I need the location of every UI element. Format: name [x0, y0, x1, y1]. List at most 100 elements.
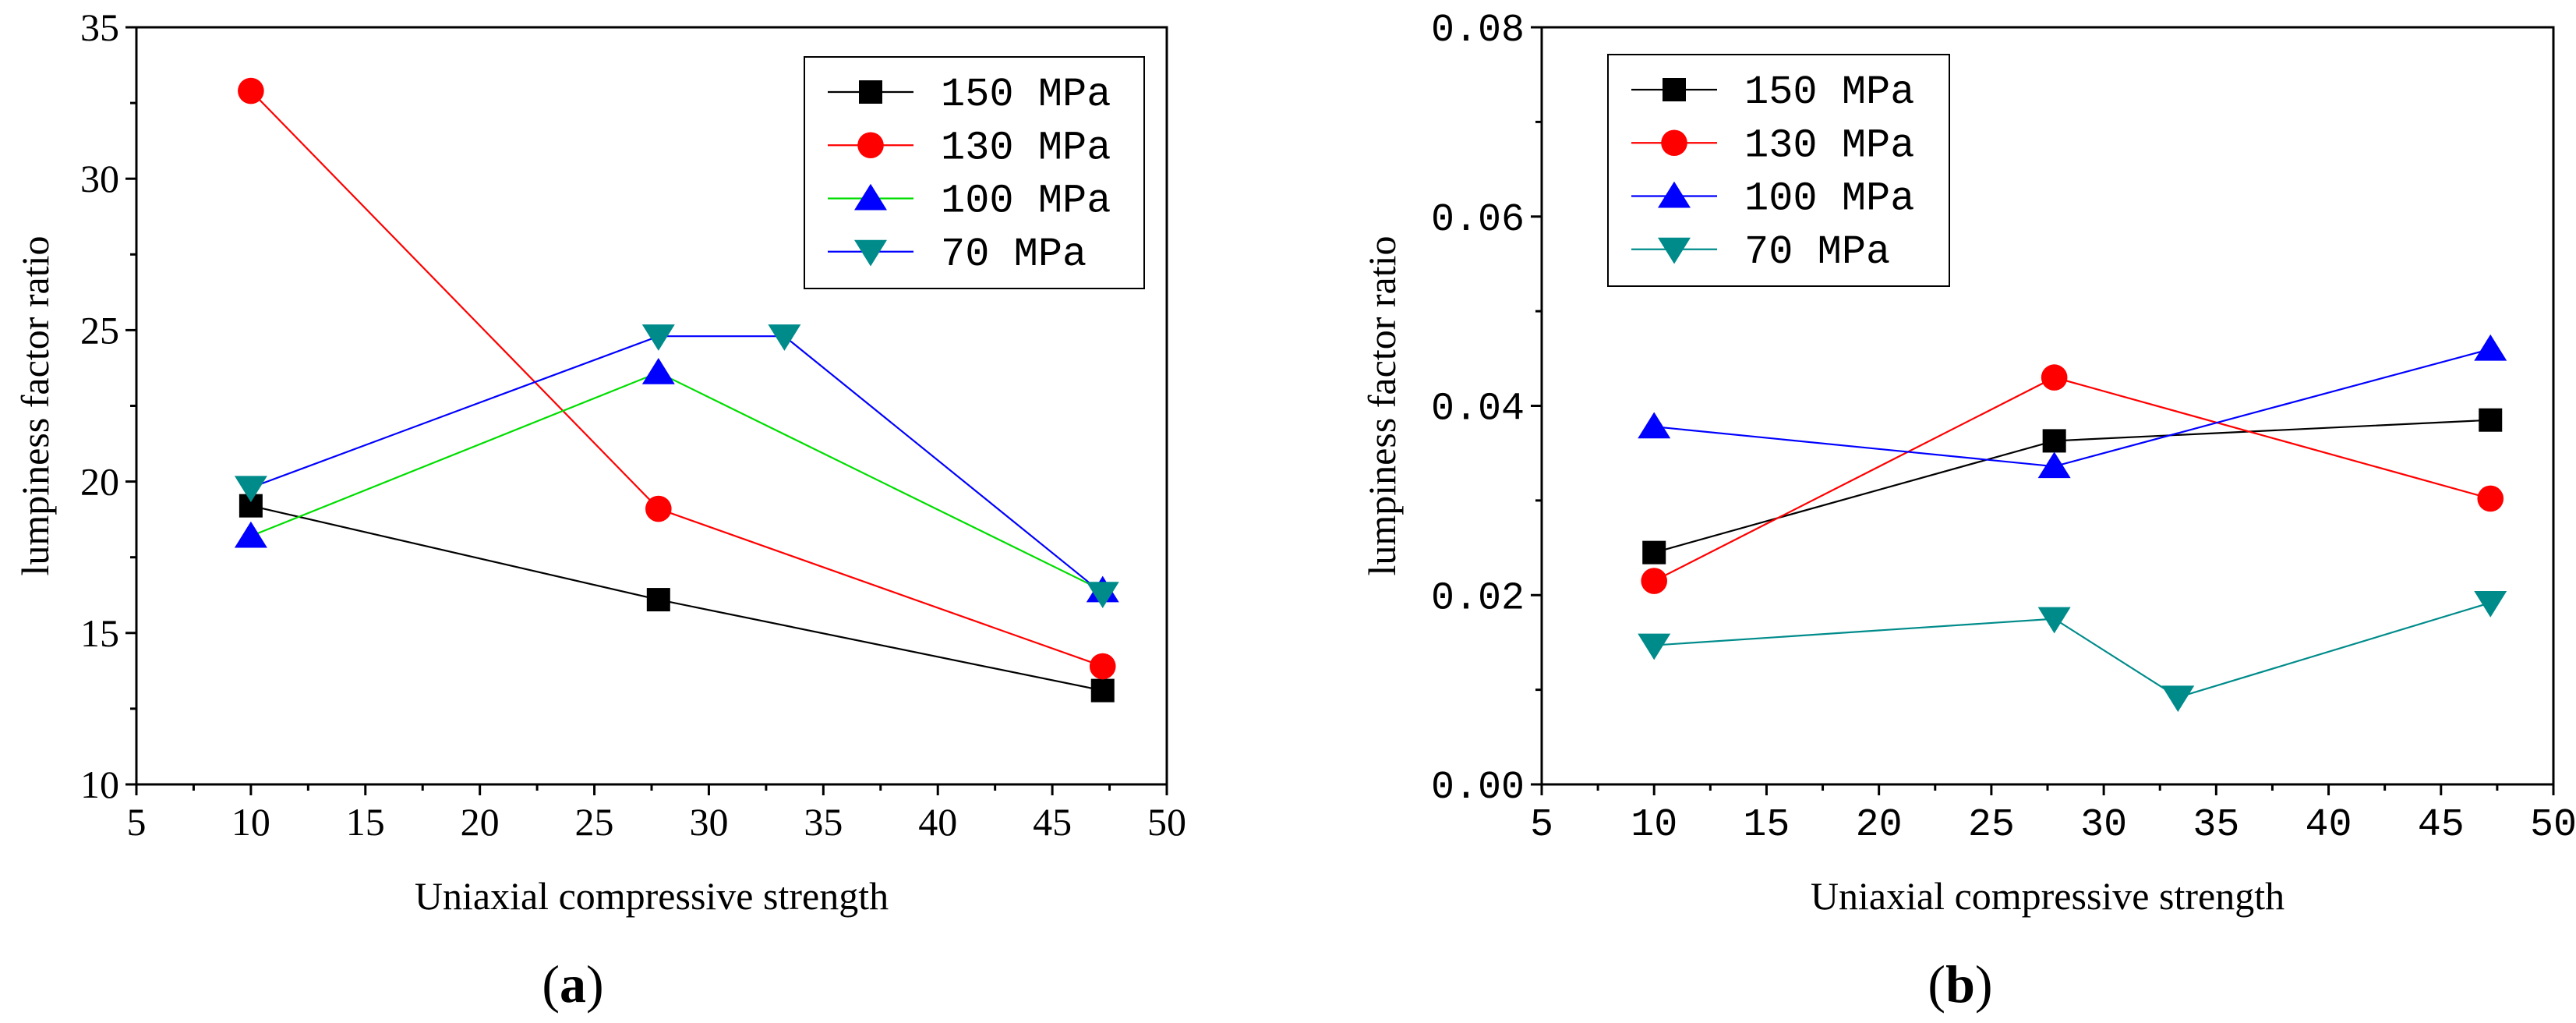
x-tick-label: 5 [1530, 803, 1553, 848]
data-point [1086, 582, 1119, 609]
legend: 150 MPa 130 MPa 100 MPa 70 MPa [804, 56, 1145, 289]
legend-marker [1663, 78, 1686, 101]
series-70-mpa [1638, 590, 2507, 713]
x-tick-label: 40 [2306, 803, 2352, 848]
panel-label: (a) [542, 954, 603, 1014]
series-line [1654, 348, 2491, 468]
x-tick-label: 25 [575, 800, 614, 844]
legend-marker [1658, 237, 1691, 264]
legend-marker [1661, 129, 1687, 157]
x-axis-label: Uniaxial compressive strength [415, 874, 889, 918]
data-point [2474, 334, 2507, 361]
x-tick-label: 45 [1033, 800, 1072, 844]
legend-item: 150 MPa [828, 72, 1111, 118]
series-130-mpa [238, 77, 1116, 680]
y-axis-label: lumpiness factor ratio [13, 236, 57, 576]
data-point [2479, 408, 2503, 432]
data-point [1638, 412, 1671, 439]
legend-marker [859, 80, 882, 104]
data-point [2477, 485, 2504, 512]
x-tick-label: 35 [2193, 803, 2239, 848]
data-point [2161, 685, 2195, 713]
series-100-mpa [1638, 334, 2507, 479]
legend-item: 70 MPa [1631, 229, 1890, 275]
legend-marker [857, 132, 884, 159]
y-tick-label: 0.06 [1431, 198, 1525, 242]
legend-label: 130 MPa [1744, 122, 1914, 168]
x-tick-label: 10 [1631, 803, 1677, 848]
y-tick-label: 0.08 [1431, 9, 1525, 53]
series-150-mpa [1642, 408, 2503, 565]
series-130-mpa [1641, 364, 2504, 594]
chart-b: 5 10 15 20 25 30 35 40 45 50 0.00 0.02 0.04 0.06 0.08 U… [1360, 9, 2576, 1014]
legend-item: 100 MPa [1631, 176, 1914, 222]
x-tick-label: 50 [1147, 800, 1186, 844]
data-point [1638, 633, 1671, 660]
y-tick-label: 10 [80, 763, 119, 806]
legend-label: 150 MPa [941, 72, 1111, 118]
y-tick-label: 30 [80, 157, 119, 200]
data-point [641, 324, 675, 351]
data-point [1089, 653, 1116, 680]
x-tick-label: 10 [231, 800, 270, 844]
data-point [768, 324, 801, 351]
series-line [250, 504, 1103, 692]
y-tick-label: 0.04 [1431, 388, 1525, 432]
y-tick-label: 0.02 [1431, 576, 1525, 621]
y-tick-label: 35 [80, 5, 119, 49]
series-100-mpa [234, 358, 1119, 603]
x-tick-label: 35 [804, 800, 843, 844]
data-point [2041, 364, 2068, 391]
x-tick-label: 40 [918, 800, 957, 844]
legend-item: 70 MPa [828, 232, 1087, 278]
x-tick-label: 20 [461, 800, 500, 844]
legend-item: 150 MPa [1631, 69, 1914, 115]
x-axis-label: Uniaxial compressive strength [1811, 874, 2284, 918]
legend-label: 70 MPa [941, 232, 1087, 278]
x-tick-label: 45 [2418, 803, 2465, 848]
data-point [2042, 429, 2066, 453]
legend-label: 150 MPa [1744, 69, 1914, 115]
chart-a: 5 10 15 20 25 30 35 40 45 50101520253035Uniaxial … [13, 5, 1186, 1014]
y-tick-label: 20 [80, 460, 119, 504]
data-point [645, 495, 672, 522]
legend-marker [854, 183, 887, 211]
legend-label: 70 MPa [1744, 229, 1890, 275]
data-point [2037, 607, 2071, 634]
x-tick-label: 20 [1856, 803, 1903, 848]
data-point [2474, 590, 2507, 618]
x-tick-label: 30 [2080, 803, 2127, 848]
data-point [2037, 451, 2071, 479]
y-tick-label: 15 [80, 611, 119, 655]
series-line [1653, 376, 2491, 582]
x-tick-label: 15 [346, 800, 385, 844]
x-tick-label: 50 [2530, 803, 2576, 848]
series-line [1654, 601, 2491, 699]
y-tick-label: 0.00 [1431, 766, 1525, 810]
legend-label: 100 MPa [1744, 176, 1914, 222]
legend-item: 130 MPa [1631, 122, 1914, 168]
legend-label: 100 MPa [941, 179, 1111, 225]
x-tick-label: 30 [689, 800, 728, 844]
legend-label: 130 MPa [941, 125, 1111, 171]
y-tick-label: 25 [80, 308, 119, 352]
data-point [646, 588, 670, 612]
data-point [1642, 540, 1666, 565]
legend-item: 100 MPa [828, 179, 1111, 225]
x-tick-label: 5 [127, 800, 147, 844]
series-150-mpa [239, 494, 1115, 703]
legend: 150 MPa 130 MPa 100 MPa 70 MPa [1607, 54, 1950, 287]
y-axis-label: lumpiness factor ratio [1360, 236, 1404, 576]
data-point [641, 358, 675, 384]
data-point [234, 521, 267, 548]
legend-marker [854, 239, 887, 267]
data-point [234, 476, 267, 503]
x-tick-label: 25 [1968, 803, 2015, 848]
data-point [1090, 678, 1115, 703]
data-point [238, 77, 264, 104]
legend-marker [1658, 181, 1691, 208]
series-70-mpa [234, 324, 1119, 609]
series-line [250, 371, 1104, 592]
series-line [250, 335, 1104, 595]
